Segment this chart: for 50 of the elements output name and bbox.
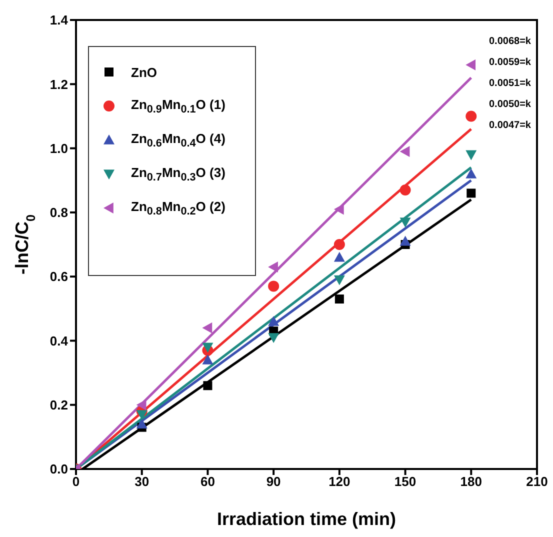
legend-label: Zn$_{0.7}$Mn$_{0.3}$O (3) xyxy=(131,164,226,184)
point xyxy=(268,280,280,292)
legend-label: Zn$_{0.6}$Mn$_{0.4}$O (4) xyxy=(131,130,226,150)
point xyxy=(466,150,477,160)
x-tick-label: 60 xyxy=(200,474,215,490)
x-tick-label: 30 xyxy=(134,474,150,490)
point xyxy=(203,381,212,390)
point xyxy=(202,322,212,334)
point xyxy=(334,294,344,304)
point xyxy=(466,168,477,178)
point xyxy=(400,236,411,246)
annotation: 0.0050=k xyxy=(489,99,531,110)
legend-label: Zn$_{0.9}$Mn$_{0.1}$O (1) xyxy=(131,96,226,116)
x-tick-label: 150 xyxy=(394,474,416,490)
y-tick-label: 1.4 xyxy=(50,12,69,28)
legend-label: Zn$_{0.8}$Mn$_{0.2}$O (2) xyxy=(131,198,226,218)
point xyxy=(466,188,476,198)
legend-label: ZnO xyxy=(131,64,157,80)
point xyxy=(400,184,411,196)
point xyxy=(400,146,410,157)
point xyxy=(268,261,278,272)
point xyxy=(334,239,345,250)
x-tick-label: 0 xyxy=(72,474,80,490)
point xyxy=(268,333,280,344)
y-tick-label: 1.0 xyxy=(50,140,68,156)
y-tick-label: 0.2 xyxy=(50,397,68,412)
x-tick-label: 120 xyxy=(328,474,350,490)
point xyxy=(268,316,280,326)
x-tick-label: 210 xyxy=(526,474,548,490)
y-tick-label: 0.4 xyxy=(50,333,69,348)
point xyxy=(334,275,345,286)
point xyxy=(400,218,411,228)
annotation: 0.0047=k xyxy=(489,120,531,131)
annotation: 0.0051=k xyxy=(489,78,531,89)
point xyxy=(136,410,148,420)
annotation: 0.0068=k xyxy=(489,36,531,47)
point xyxy=(334,252,345,262)
y-tick-label: 0.8 xyxy=(50,205,68,220)
x-tick-label: 90 xyxy=(266,474,281,490)
y-tick-label: 1.2 xyxy=(50,76,68,92)
point xyxy=(136,418,148,428)
annotation: 0.0059=k xyxy=(489,57,531,68)
y-tick-label: 0.0 xyxy=(50,462,68,477)
point xyxy=(202,354,214,364)
point xyxy=(202,342,214,353)
point xyxy=(466,110,477,122)
y-tick-label: 0.6 xyxy=(50,269,68,284)
x-tick-label: 180 xyxy=(460,474,482,490)
point xyxy=(466,59,476,70)
x-axis-title: Irradiation time (min) xyxy=(216,509,396,529)
